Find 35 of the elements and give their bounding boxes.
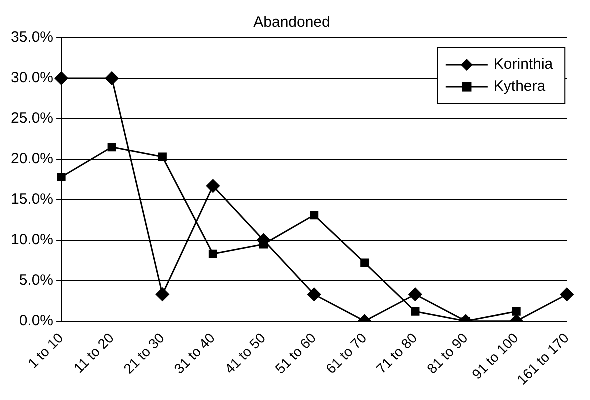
point — [411, 307, 420, 316]
x-tick-label: 31 to 40 — [170, 330, 218, 377]
point — [308, 288, 322, 302]
point — [560, 288, 574, 302]
y-tick-label: 15.0% — [10, 191, 54, 208]
point — [208, 250, 218, 258]
y-tick-label: 20.0% — [10, 150, 54, 168]
x-tick-label: 81 to 90 — [424, 330, 471, 377]
y-tick-label: 10.0% — [10, 232, 54, 249]
x-tick-label: 1 to 10 — [24, 330, 67, 372]
point — [105, 72, 119, 86]
point — [158, 152, 167, 162]
point — [206, 179, 220, 193]
x-tick-label: 21 to 30 — [120, 330, 168, 377]
y-tick-label: 35.0% — [10, 29, 54, 46]
x-tick-label: 11 to 20 — [70, 330, 118, 376]
chart-title: Abandoned — [254, 14, 330, 32]
point — [57, 172, 66, 182]
point — [408, 288, 422, 302]
point — [360, 258, 370, 268]
x-tick-label: 71 to 80 — [373, 330, 420, 377]
point — [310, 211, 319, 220]
y-tick-label: 25.0% — [10, 110, 54, 128]
x-tick-label: 61 to 70 — [322, 330, 370, 377]
point — [54, 72, 68, 86]
point — [512, 307, 521, 316]
y-tick-label: 5.0% — [19, 272, 54, 289]
x-tick-label: 51 to 60 — [272, 330, 320, 377]
legend-label: Kythera — [494, 78, 546, 96]
y-tick-label: 0.0% — [19, 312, 54, 330]
legend-label: Korinthia — [494, 56, 554, 74]
point — [156, 288, 170, 302]
x-tick-label: 41 to 50 — [222, 330, 269, 377]
y-tick-label: 30.0% — [10, 70, 54, 87]
point — [108, 143, 116, 152]
